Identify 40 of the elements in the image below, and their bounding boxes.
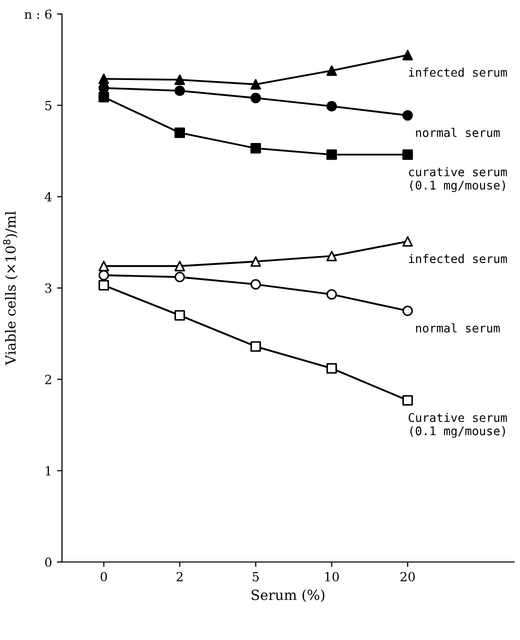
point — [326, 149, 337, 160]
y-tick-label: 3 — [45, 283, 52, 293]
point — [174, 74, 186, 86]
point — [98, 280, 110, 291]
y-tick-label: 5 — [45, 100, 52, 110]
x-tick-label: 5 — [252, 572, 259, 582]
y-tick-label: n : 6 — [24, 9, 52, 19]
point — [250, 341, 261, 352]
y-tick-label: 0 — [45, 557, 52, 567]
point — [402, 149, 413, 160]
point — [402, 236, 413, 247]
point — [174, 310, 186, 321]
series-label: normal serum — [416, 128, 500, 138]
point — [250, 256, 261, 267]
y-tick-label: 2 — [45, 374, 52, 384]
point — [98, 74, 110, 84]
point — [326, 250, 337, 262]
series-label: normal serum — [416, 323, 500, 333]
series-label: infected serum — [408, 68, 507, 77]
series-label: infected serum — [408, 254, 507, 264]
x-axis-title: Serum (%) — [252, 589, 324, 602]
series-label: Curative serum (0.1 mg/mouse) — [408, 412, 507, 438]
x-tick-label: 2 — [176, 572, 182, 582]
point — [174, 260, 186, 272]
y-tick-label: 4 — [44, 192, 52, 202]
point — [250, 79, 261, 90]
point — [250, 142, 261, 154]
x-tick-label: 0 — [100, 572, 107, 582]
point — [402, 50, 413, 60]
point — [402, 395, 413, 406]
point — [174, 127, 186, 138]
x-tick-label: 20 — [400, 572, 415, 582]
series-label: curative serum (0.1 mg/mouse) — [409, 167, 507, 192]
point — [326, 65, 337, 76]
x-tick-label: 10 — [325, 572, 339, 582]
y-tick-label: 1 — [46, 466, 50, 476]
point — [326, 363, 337, 374]
y-axis-title: Viable cells (×10$^{8}$)/ml — [3, 211, 18, 366]
point — [98, 260, 110, 272]
point — [98, 92, 110, 102]
